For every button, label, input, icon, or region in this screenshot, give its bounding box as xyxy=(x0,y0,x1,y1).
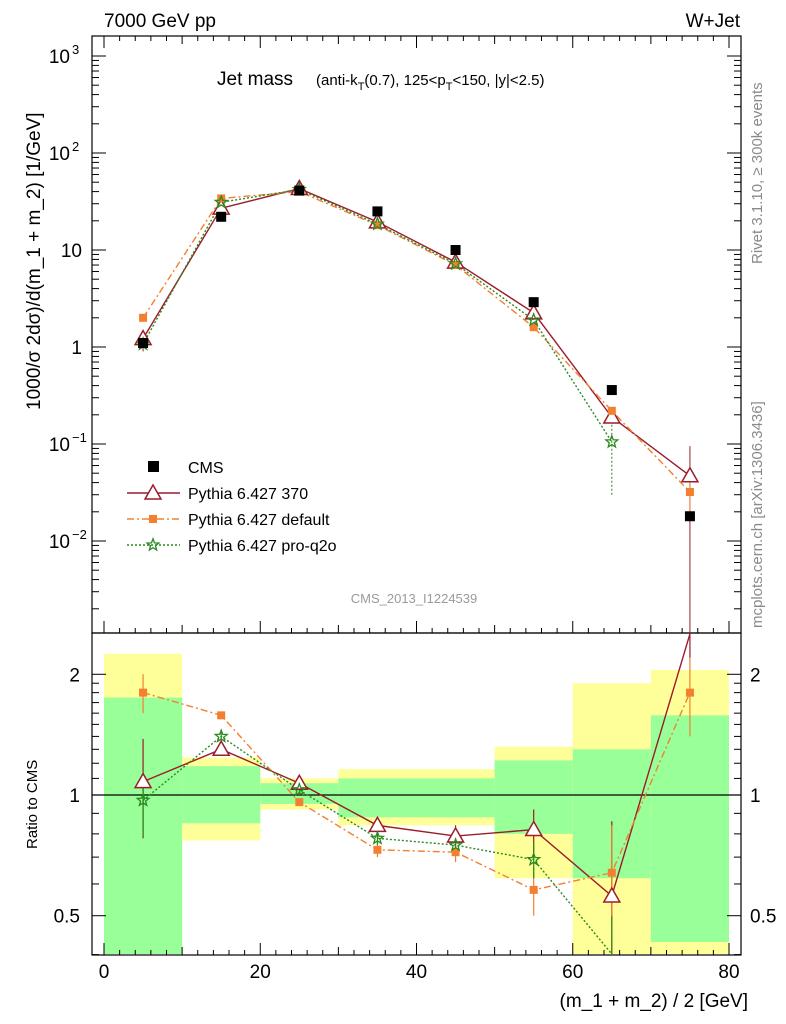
y-tick-exponent: 3 xyxy=(72,42,79,57)
header-left: 7000 GeV pp xyxy=(104,11,216,32)
data-marker xyxy=(528,297,539,308)
square-marker xyxy=(607,406,616,415)
square-marker xyxy=(373,845,382,854)
square-marker xyxy=(217,194,226,203)
x-axis-label: (m_1 + m_2) / 2 [GeV] xyxy=(560,991,749,1012)
y-tick-label: 10 xyxy=(49,532,70,553)
square-marker xyxy=(529,323,538,332)
rivet-label: Rivet 3.1.10, ≥ 300k events xyxy=(749,82,766,264)
star-marker xyxy=(369,830,386,845)
star-marker xyxy=(213,728,229,743)
square-marker xyxy=(529,885,538,894)
star-marker xyxy=(135,792,151,807)
ratio-tick-label: 0.5 xyxy=(54,907,80,928)
triangle-marker xyxy=(524,820,543,837)
triangle-marker xyxy=(446,826,465,843)
ratio-y-axis-label: Ratio to CMS xyxy=(24,760,41,849)
analysis-watermark: CMS_2013_I1224539 xyxy=(351,591,478,606)
triangle-marker xyxy=(602,407,622,424)
square-marker xyxy=(295,798,304,807)
triangle-marker xyxy=(211,739,231,757)
square-marker xyxy=(217,711,226,720)
y-tick-label: 10 xyxy=(49,435,70,456)
y-tick-label: 10 xyxy=(49,144,70,165)
square-marker xyxy=(139,313,148,322)
triangle-marker xyxy=(602,886,622,903)
ratio-line-triangle xyxy=(142,633,691,898)
x-tick-label: 40 xyxy=(406,962,427,983)
y-axis-label: 1000/σ 2dσ)/d(m_1 + m_2) [1/GeV] xyxy=(24,112,45,410)
legend-label: Pythia 6.427 pro-q2o xyxy=(188,538,337,555)
ratio-line-square xyxy=(142,691,691,891)
x-tick-label: 80 xyxy=(718,962,739,983)
main-line-square xyxy=(142,190,691,493)
y-tick-exponent: −2 xyxy=(72,527,87,542)
y-tick-label: 10 xyxy=(61,241,82,262)
green-band-bin xyxy=(650,715,729,942)
header-right: W+Jet xyxy=(686,11,741,32)
mcplots-label: mcplots.cern.ch [arXiv:1306.3436] xyxy=(749,401,766,628)
legend-data-marker xyxy=(148,461,159,472)
legend-label: Pythia 6.427 370 xyxy=(188,486,308,503)
y-tick-label: 10 xyxy=(49,47,70,68)
square-marker xyxy=(139,688,148,697)
data-marker xyxy=(450,245,461,255)
series-marks xyxy=(133,179,700,903)
square-marker xyxy=(149,515,157,523)
ratio-tick-label: 1 xyxy=(69,786,80,807)
square-marker xyxy=(685,688,694,697)
legend-label: CMS xyxy=(188,460,224,477)
triangle-marker xyxy=(143,483,163,500)
square-marker xyxy=(451,848,460,857)
x-tick-label: 20 xyxy=(250,962,271,983)
ratio-tick-label-right: 1 xyxy=(750,786,761,807)
ratio-tick-label: 2 xyxy=(69,665,80,686)
legend: CMS Pythia 6.427 370 Pythia 6.427 default P… xyxy=(127,460,337,555)
y-tick-exponent: 2 xyxy=(72,139,79,154)
x-tick-label: 0 xyxy=(99,962,110,983)
main-line-triangle xyxy=(142,187,691,477)
star-marker xyxy=(447,255,464,271)
square-marker xyxy=(685,488,694,497)
data-marker xyxy=(216,211,227,222)
data-marker xyxy=(294,185,305,196)
star-marker xyxy=(291,781,307,797)
square-marker xyxy=(451,261,460,270)
legend-label: Pythia 6.427 default xyxy=(188,512,330,529)
data-marker xyxy=(138,337,149,348)
triangle-marker xyxy=(680,466,700,483)
y-tick-label: 1 xyxy=(71,338,82,359)
chart-subtitle: (anti-kT(0.7), 125<pT<150, |y|<2.5) xyxy=(316,72,545,93)
star-marker xyxy=(213,194,229,209)
star-marker xyxy=(526,851,542,867)
star-marker xyxy=(145,536,161,552)
data-marker xyxy=(372,206,383,217)
star-marker xyxy=(604,433,620,449)
triangle-marker xyxy=(133,772,153,789)
ratio-bands xyxy=(104,653,729,954)
data-marker xyxy=(684,511,695,522)
data-marker xyxy=(606,385,617,396)
green-band-bin xyxy=(416,778,495,818)
square-marker xyxy=(373,221,382,230)
x-tick-label: 60 xyxy=(562,962,583,983)
ratio-tick-label-right: 2 xyxy=(750,665,761,686)
y-tick-exponent: −1 xyxy=(72,430,87,445)
square-marker xyxy=(607,868,616,877)
star-marker xyxy=(526,311,542,327)
ratio-tick-label-right: 0.5 xyxy=(750,907,776,928)
star-marker xyxy=(447,837,464,852)
star-marker xyxy=(369,216,386,231)
triangle-marker xyxy=(524,303,543,320)
chart-title: Jet mass xyxy=(217,69,293,90)
